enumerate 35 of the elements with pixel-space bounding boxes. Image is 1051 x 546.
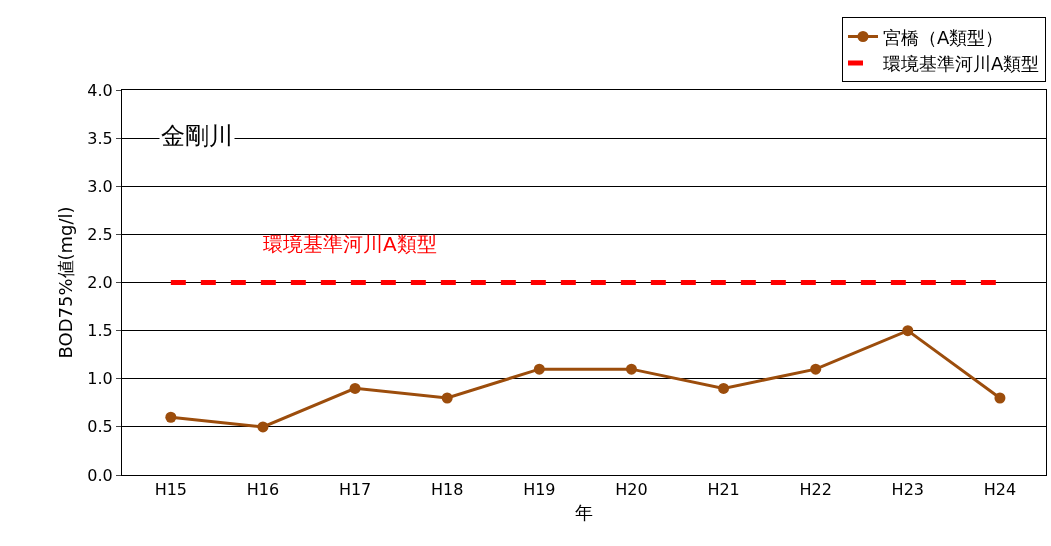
- point: [533, 363, 545, 375]
- x-tick-label: H18: [431, 480, 464, 500]
- annotation: 環境基準河川A類型: [263, 232, 437, 256]
- legend-label: 宮橋（A類型）: [883, 26, 1004, 48]
- y-tick-label: 1.0: [87, 369, 113, 389]
- y-tick-label: 4.0: [87, 80, 113, 100]
- x-tick-label: H24: [983, 480, 1017, 500]
- y-tick-label: 0.5: [87, 417, 113, 437]
- y-tick-label: 3.5: [87, 128, 113, 148]
- point: [441, 392, 453, 404]
- y-tick-label: 0.0: [87, 465, 113, 485]
- x-tick-label: H21: [707, 480, 740, 500]
- point: [257, 421, 269, 433]
- y-tick-label: 1.5: [87, 321, 113, 341]
- point: [625, 363, 637, 375]
- x-tick-label: H17: [338, 480, 372, 500]
- x-tick-label: H15: [154, 480, 188, 500]
- y-tick-label: 2.5: [87, 224, 113, 244]
- point: [718, 382, 730, 394]
- x-tick-label: H23: [891, 480, 925, 500]
- legend-label: 環境基準河川A類型: [883, 52, 1040, 74]
- y-tick-label: 2.0: [87, 273, 113, 293]
- x-tick-label: H16: [246, 480, 280, 500]
- y-axis-title: BOD75%値(mg/l): [54, 206, 76, 359]
- point: [810, 363, 822, 375]
- x-tick-label: H20: [615, 480, 648, 500]
- y-tick-label: 3.0: [87, 176, 113, 196]
- point: [994, 392, 1006, 404]
- point: [902, 325, 914, 337]
- x-axis-title: 年: [575, 502, 593, 524]
- point: [165, 411, 177, 423]
- point: [349, 382, 361, 394]
- x-tick-label: H19: [523, 480, 556, 500]
- x-tick-label: H22: [799, 480, 832, 500]
- text: 金剛川: [161, 122, 233, 150]
